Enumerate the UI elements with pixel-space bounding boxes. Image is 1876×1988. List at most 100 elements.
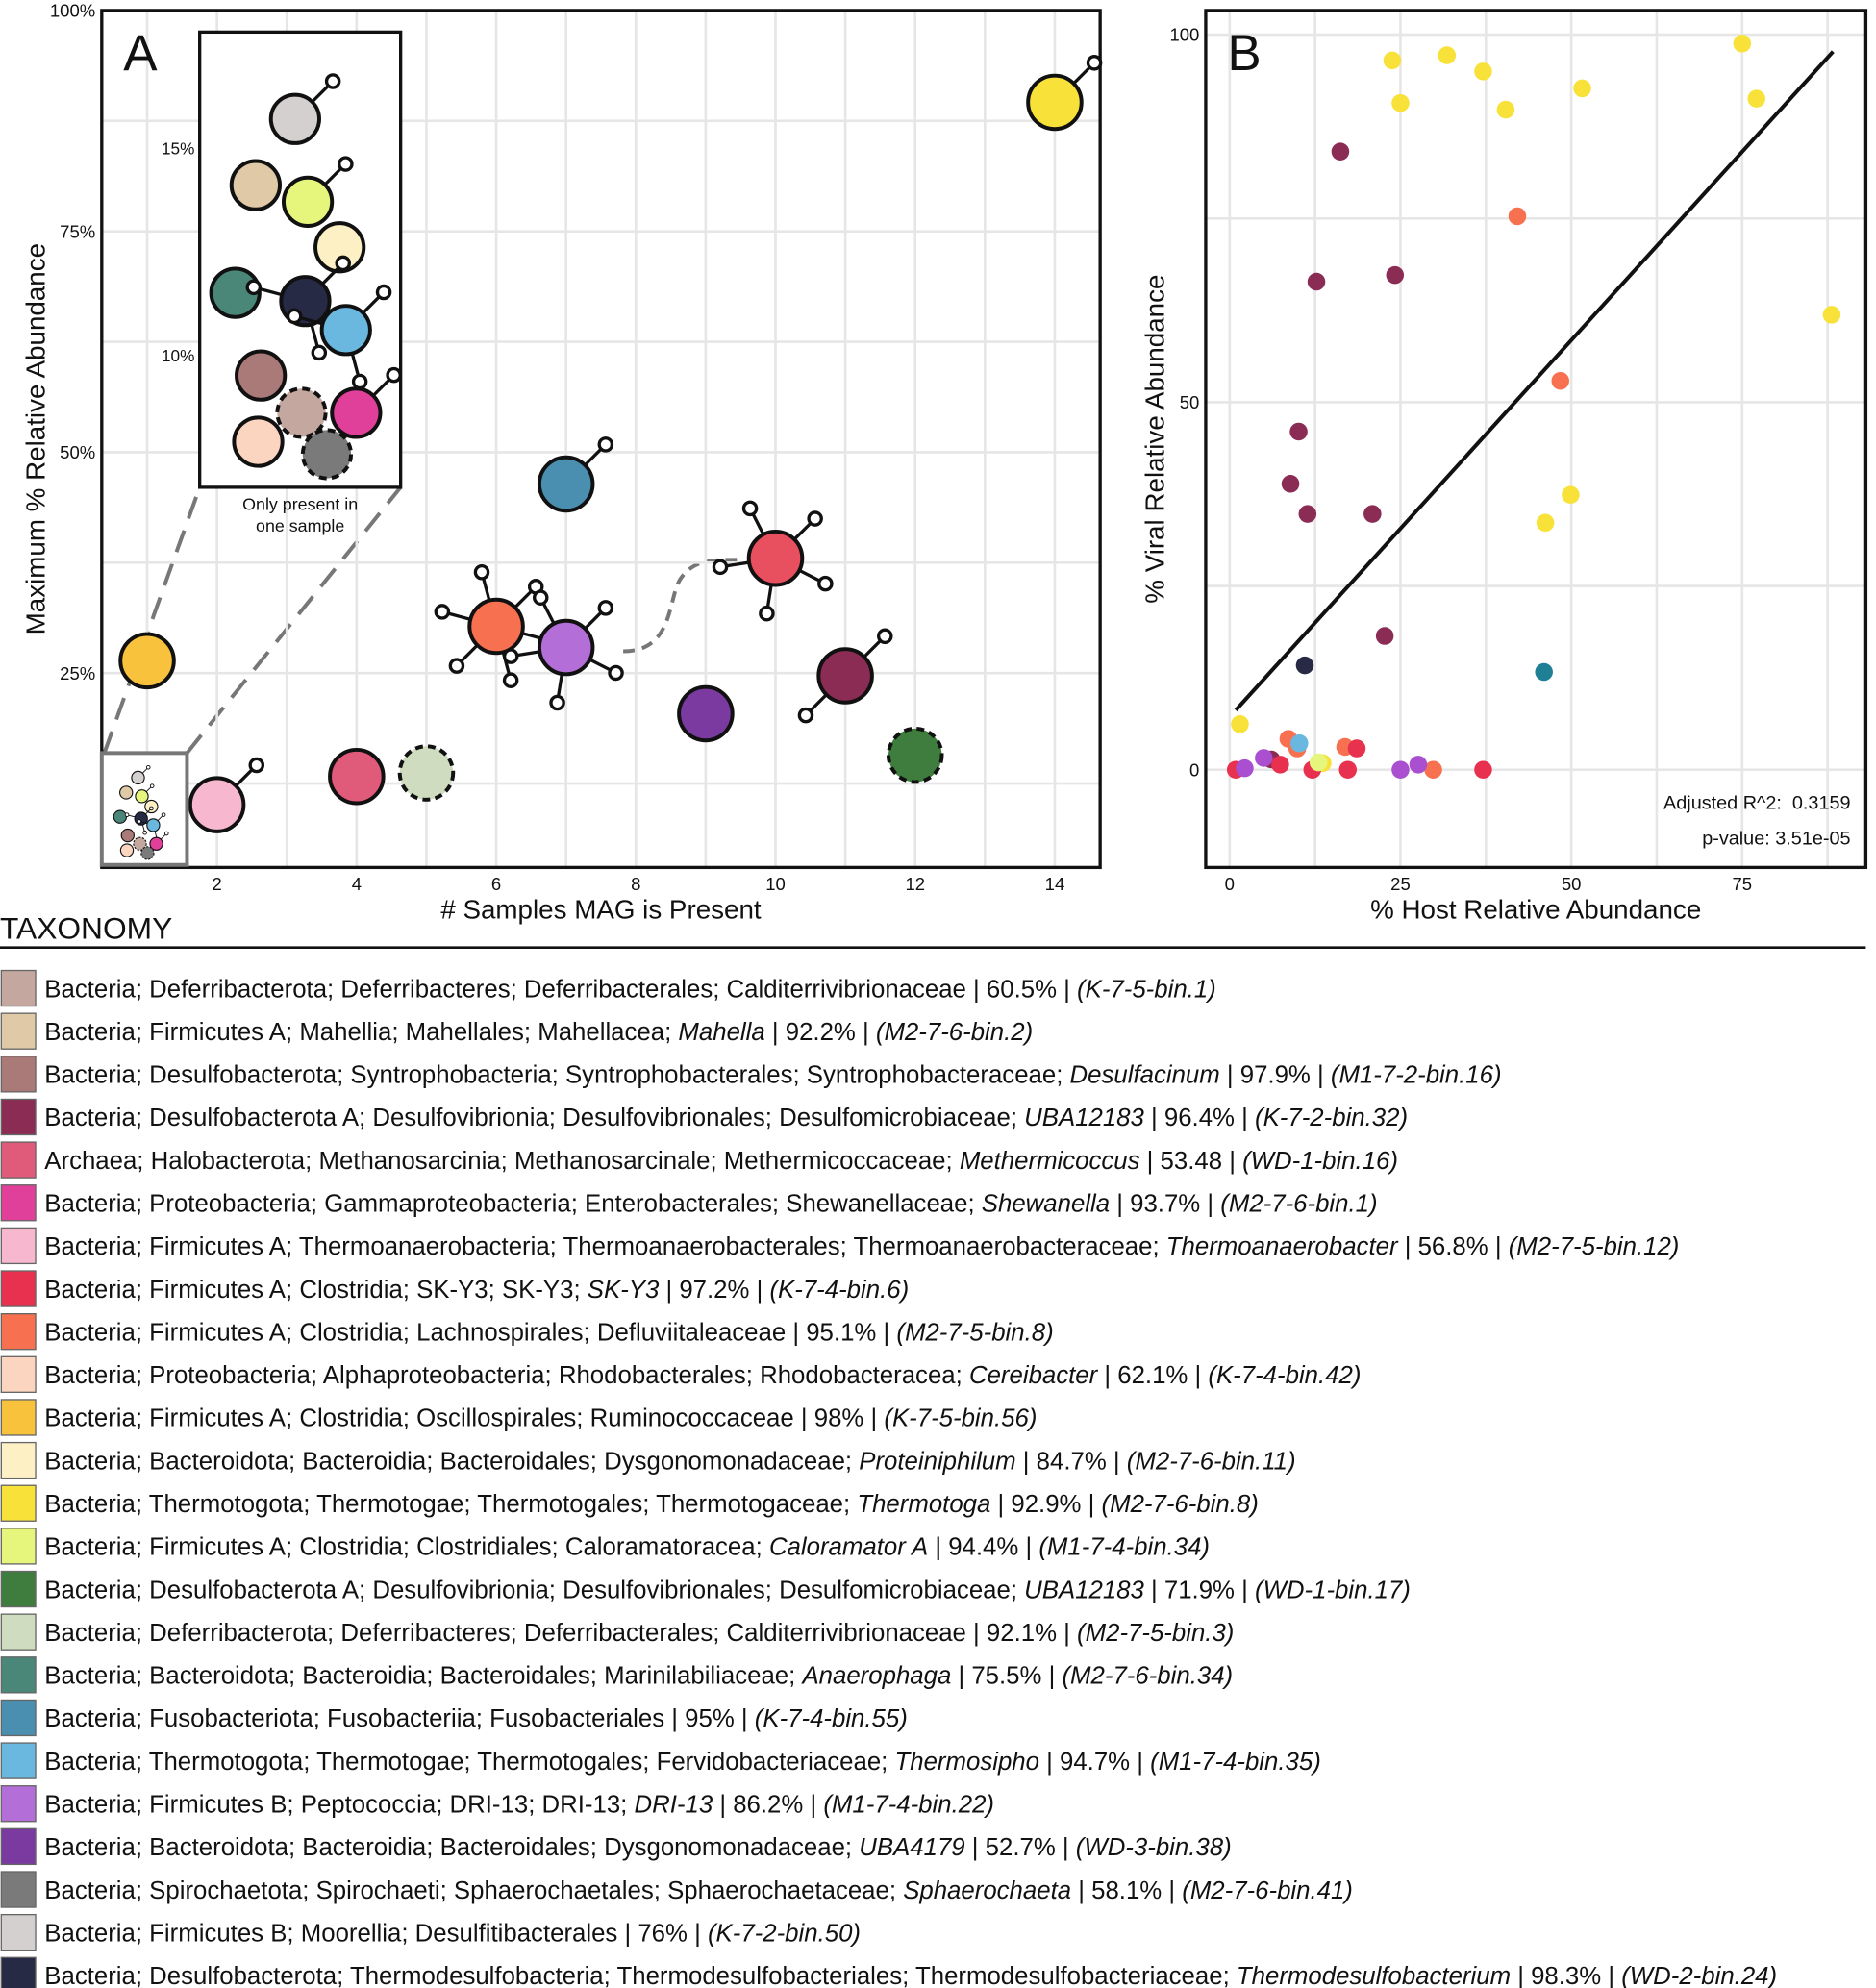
virus-stalk [751,512,765,535]
point [1295,656,1314,675]
legend-label-part: Bacteria; Desulfobacterota A; Desulfovib… [44,1577,1024,1603]
legend-label-part: | 94.7% | [1039,1749,1150,1776]
y-tick-label: 75% [60,221,95,241]
point [1383,51,1402,70]
virus-head [245,279,263,296]
virus-stalk [1072,65,1091,85]
legend-label-part: Mahella [678,1019,764,1046]
point [1026,73,1084,132]
virus-head [549,694,565,711]
virus-head [124,812,130,817]
virus-stalk [792,522,813,541]
legend-label-part: | 75.5% | [951,1663,1062,1690]
legend-label: Bacteria; Proteobacteria; Gammaproteobac… [44,1191,1377,1218]
point [816,647,874,705]
point [1231,715,1249,733]
point [149,836,163,851]
legend-label-part: (M2-7-6-bin.2) [876,1019,1033,1046]
point [1307,272,1326,291]
legend-swatch [0,1827,37,1866]
virus-stalk [323,167,342,186]
point [1289,422,1308,441]
virus-stalk [160,834,166,840]
legend-label-part: Bacteria; Bacteroidota; Bacteroidia; Bac… [44,1663,802,1690]
virus-stalk [259,286,283,297]
legend-label-part: Cereibacter [969,1362,1099,1389]
x-axis-title: % Host Relative Abundance [1370,894,1701,924]
legend-label-part: (M1-7-4-bin.34) [1038,1534,1210,1561]
legend-label: Bacteria; Deferribacterota; Deferribacte… [44,1620,1234,1647]
x-tick-label: 0 [1225,874,1235,894]
virus-stalk [371,378,391,397]
legend-label-part: Bacteria; Spirochaetota; Spirochaeti; Sp… [44,1877,903,1904]
legend-swatch [0,1399,37,1436]
legend-label-part: | 62.1% | [1097,1362,1208,1389]
y-tick-label: 25% [60,663,95,683]
legend-label-part: | 93.7% | [1110,1191,1220,1218]
legend-swatch [0,1913,37,1951]
legend-label-part: (K-7-5-bin.56) [884,1405,1037,1432]
virus-head [324,73,341,89]
point [209,266,262,319]
legend-label-part: Thermodesulfobacterium [1237,1963,1511,1988]
legend-label: Bacteria; Firmicutes A; Clostridia; Osci… [44,1405,1037,1432]
legend-label: Archaea; Halobacterota; Methanosarcinia;… [44,1148,1398,1175]
legend-label-part: UBA12183 [1024,1577,1144,1603]
legend-label-part: Thermoanaerobacter [1166,1233,1399,1260]
legend-swatch [0,1656,37,1694]
x-tick-label: 25 [1390,874,1411,894]
virus-stalk [765,584,773,608]
point [1508,207,1527,226]
legend-swatch [0,1184,37,1222]
virus-stalk [482,578,491,602]
point [1375,627,1394,645]
virus-head [375,284,392,301]
point [886,726,944,784]
virus-stalk [311,84,330,104]
virus-head [311,344,328,361]
legend-label: Bacteria; Proteobacteria; Alphaproteobac… [44,1362,1361,1389]
virus-head [759,605,775,622]
virus-head [386,366,402,384]
virus-head [807,510,823,527]
virus-head [163,831,169,836]
legend-label: Bacteria; Spirochaetota; Spirochaeti; Sp… [44,1877,1353,1904]
point [1391,93,1410,112]
y-tick-label: 50 [1180,392,1200,412]
point [1409,756,1428,774]
virus-stalk [145,808,151,815]
legend-label-part: (M2-7-5-bin.12) [1509,1233,1680,1260]
x-tick-label: 14 [1045,874,1065,894]
point [275,386,328,439]
point [135,789,149,804]
legend-label-part: | 84.7% | [1016,1448,1127,1475]
point [1733,35,1752,53]
connector [623,558,738,654]
legend-label-part: Bacteria; Firmicutes A; Clostridia; SK-Y… [44,1277,588,1304]
virus-head [741,500,759,517]
x-tick-label: 12 [905,874,925,894]
legend-label-part: Bacteria; Bacteroidota; Bacteroidia; Bac… [44,1834,859,1861]
x-tick-label: 75 [1733,874,1753,894]
legend-label: Bacteria; Bacteroidota; Bacteroidia; Bac… [44,1834,1231,1861]
virus-head [448,658,465,674]
point [1309,753,1328,772]
point [1573,79,1591,98]
virus-stalk [460,643,479,663]
legend-label-part: Anaerophaga [800,1663,951,1690]
legend-label-part: (K-7-4-bin.6) [769,1277,909,1304]
legend-swatch [0,969,37,1007]
virus-head [597,436,614,453]
point [328,747,386,806]
point [397,744,456,802]
legend-label: Bacteria; Bacteroidota; Bacteroidia; Bac… [44,1663,1233,1690]
point [1438,46,1457,64]
point [119,843,135,857]
legend-label-part: UBA12183 [1024,1105,1144,1131]
virus-stalk [145,786,152,792]
virus-stalk [588,658,612,672]
virus-stalk [300,316,323,326]
legend-label-part: Bacteria; Firmicutes A; Clostridia; Osci… [44,1405,884,1432]
legend-swatch [0,1012,37,1050]
virus-stalk [310,324,319,347]
